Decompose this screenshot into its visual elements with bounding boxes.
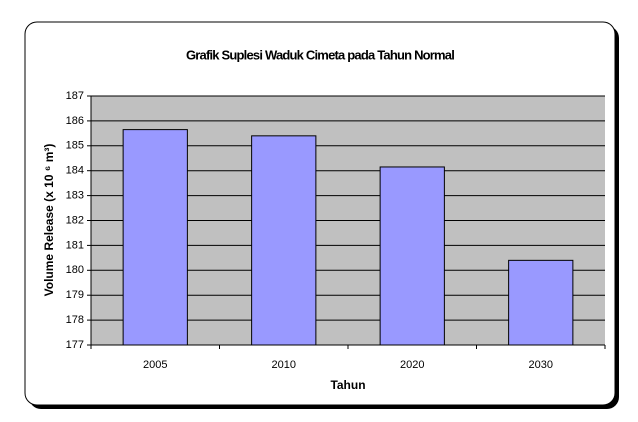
- y-tick-label: 180: [66, 264, 84, 276]
- x-tick-label: 2010: [272, 359, 296, 371]
- x-tick-label: 2030: [529, 359, 553, 371]
- y-tick-label: 181: [66, 239, 84, 251]
- bar: [251, 135, 317, 346]
- y-tick-label: 187: [66, 90, 84, 102]
- y-tick-label: 178: [66, 314, 84, 326]
- bar: [379, 166, 445, 346]
- y-tick-label: 186: [66, 115, 84, 127]
- y-tick-label: 179: [66, 289, 84, 301]
- y-tick-label: 177: [66, 339, 84, 351]
- y-tick-label: 184: [66, 165, 84, 177]
- y-tick-label: 183: [66, 190, 84, 202]
- y-tick-label: 185: [66, 140, 84, 152]
- bar: [508, 259, 574, 346]
- x-tick-label: 2005: [143, 359, 167, 371]
- x-axis-title: Tahun: [330, 378, 365, 392]
- chart-title: Grafik Suplesi Waduk Cimeta pada Tahun N…: [186, 47, 454, 62]
- y-axis-title: Volume Release (x 10 ⁶ m³): [42, 144, 56, 297]
- x-tick-label: 2020: [400, 359, 424, 371]
- bar: [122, 129, 188, 346]
- y-tick-label: 182: [66, 214, 84, 226]
